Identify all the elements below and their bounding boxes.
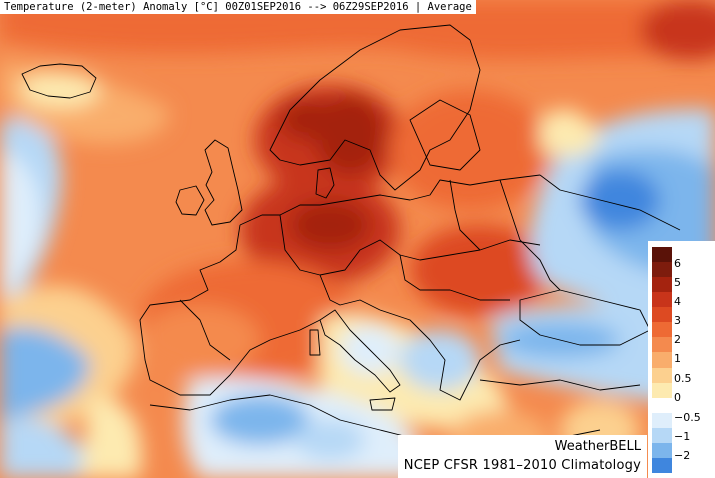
legend-label: 0.5	[674, 372, 692, 386]
legend-swatch	[652, 457, 672, 474]
legend-label: 2	[674, 333, 681, 347]
coastlines	[21, 24, 681, 446]
legend-swatch	[652, 277, 672, 293]
color-legend: 6 5 4 3 2 1 0.5 0 −0.5 −1 −2	[648, 241, 715, 478]
brand-label: WeatherBELL	[554, 439, 641, 454]
legend-label: 1	[674, 352, 681, 366]
legend-label: 6	[674, 257, 681, 271]
legend-swatch	[652, 397, 672, 414]
legend-swatch	[652, 337, 672, 353]
credit-box: WeatherBELL NCEP CFSR 1981–2010 Climatol…	[397, 435, 647, 478]
legend-label: 4	[674, 294, 681, 308]
legend-label: 5	[674, 275, 681, 289]
map-title: Temperature (2-meter) Anomaly [°C] 00Z01…	[0, 0, 476, 14]
legend-swatch	[652, 427, 672, 444]
legend-swatch	[652, 247, 672, 263]
legend-label: −1	[674, 429, 691, 443]
legend-label: 3	[674, 313, 681, 327]
legend-label: −2	[674, 448, 691, 462]
legend-swatch	[652, 442, 672, 459]
legend-swatch	[652, 262, 672, 278]
legend-label: 0	[674, 391, 681, 405]
legend-swatch	[652, 352, 672, 369]
legend-swatch	[652, 292, 672, 308]
legend-swatch	[652, 382, 672, 399]
legend-swatch	[652, 307, 672, 323]
legend-swatch	[652, 412, 672, 429]
legend-swatch	[652, 322, 672, 338]
legend-label: −0.5	[674, 410, 701, 424]
climatology-label: NCEP CFSR 1981–2010 Climatology	[403, 458, 641, 473]
legend-swatch	[652, 367, 672, 384]
